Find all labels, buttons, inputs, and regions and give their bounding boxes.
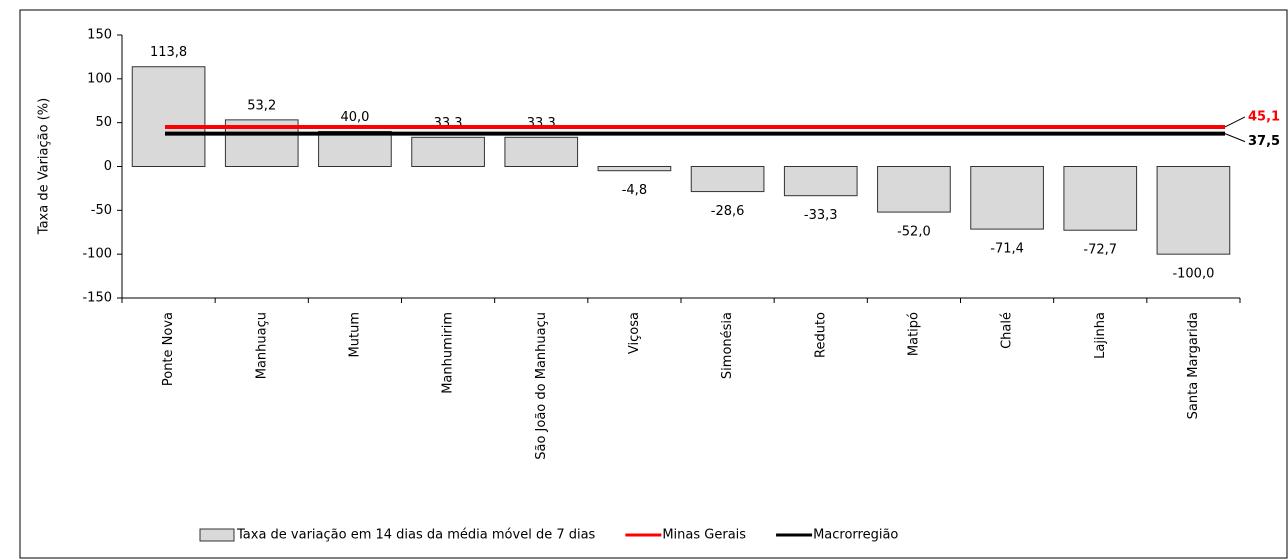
y-tick-label: -100 [82,247,112,262]
y-tick-label: -150 [82,291,112,306]
leader-line [1224,133,1246,143]
y-tick-label: 0 [104,159,112,174]
chart-frame [19,9,1288,559]
bar [783,166,858,197]
data-label: -28,6 [711,204,745,219]
reference-label: 37,5 [1248,134,1280,149]
y-axis-label: Taxa de Variação (%) [37,98,52,235]
data-label: 113,8 [150,45,187,60]
data-label: -100,0 [1172,267,1214,282]
data-label: -71,4 [990,242,1024,257]
data-label: -72,7 [1083,243,1117,258]
legend-label: Macrorregião [813,528,898,543]
y-tick-label: 150 [87,28,112,43]
legend-label: Taxa de variação em 14 dias da média móv… [236,528,596,543]
reference-label: 45,1 [1248,109,1280,124]
legend-swatch [199,528,235,542]
leader-line [1224,116,1246,128]
data-label: -33,3 [804,208,838,223]
x-tick-label: Ponte Nova [161,312,176,386]
bar [1063,166,1138,231]
bar [411,136,485,168]
x-tick-label: Mutum [347,312,362,357]
bar [970,166,1044,230]
x-tick-label: Simonésia [720,312,735,379]
x-tick-label: Matipó [906,312,921,356]
bar [690,166,765,193]
bar [318,130,392,167]
data-label: 40,0 [340,110,369,125]
x-tick-label: Reduto [813,312,828,358]
data-label: -52,0 [897,225,931,240]
data-label: 53,2 [247,98,276,113]
x-tick-label: Manhumirim [441,312,456,394]
x-tick-label: Lajinha [1093,312,1108,359]
bar [1156,166,1231,255]
x-tick-label: Viçosa [627,312,642,354]
x-tick-label: Chalé [1000,312,1015,349]
y-tick-label: 100 [87,71,112,86]
bar [597,166,672,172]
bar [504,136,579,168]
bar [131,66,206,167]
y-tick-label: 50 [95,115,112,130]
x-tick-label: São João do Manhuaçu [534,312,549,460]
bar [877,166,951,213]
y-tick-label: -50 [91,203,112,218]
x-tick-label: Santa Margarida [1186,312,1201,419]
x-tick-label: Manhuaçu [254,312,269,379]
legend-label: Minas Gerais [662,528,746,543]
data-label: -4,8 [622,183,647,198]
